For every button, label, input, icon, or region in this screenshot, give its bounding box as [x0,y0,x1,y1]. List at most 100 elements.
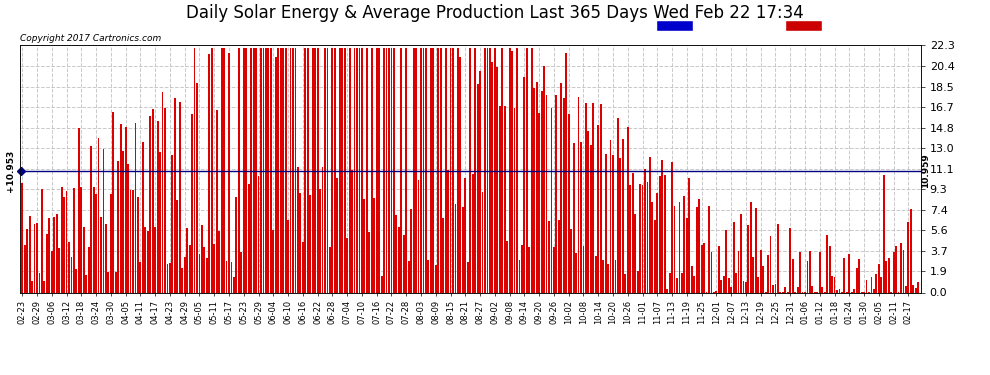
Text: Copyright 2017 Cartronics.com: Copyright 2017 Cartronics.com [20,33,161,42]
Bar [711,252,713,292]
Bar [433,48,435,292]
Bar [358,48,360,292]
Bar [654,220,655,292]
Bar [509,48,511,292]
Bar [858,259,860,292]
Bar [154,227,156,292]
Bar [731,286,732,292]
Bar [454,204,456,292]
Bar [617,118,619,292]
Bar [605,154,607,292]
Bar [777,224,779,292]
Bar [351,170,353,292]
Bar [415,48,417,292]
Bar [910,209,912,292]
Bar [484,48,486,292]
Bar [893,252,895,292]
Bar [568,114,569,292]
Bar [651,202,653,292]
Bar [135,123,137,292]
Bar [745,282,746,292]
Bar [759,251,761,292]
Bar [174,98,176,292]
Bar [752,257,754,292]
Bar [848,254,850,292]
Bar [22,183,23,292]
Bar [516,48,518,292]
Bar [395,215,397,292]
Bar [511,51,513,292]
Bar [747,225,749,292]
Bar [428,260,430,292]
Bar [342,48,344,292]
Bar [575,253,577,292]
Bar [127,164,129,292]
Bar [688,178,690,292]
Bar [376,48,377,292]
Bar [246,48,248,292]
Bar [536,82,538,292]
Text: +10.953: +10.953 [6,150,15,192]
Bar [122,152,124,292]
Bar [539,113,541,292]
Bar [98,138,99,292]
Bar [115,272,117,292]
Bar [137,197,139,292]
Bar [430,48,432,292]
Bar [519,260,521,292]
Bar [644,169,645,292]
Bar [885,261,887,292]
Bar [839,288,841,292]
Bar [275,57,277,292]
Bar [34,224,36,292]
Bar [317,48,319,292]
Bar [738,252,740,292]
Bar [607,264,609,292]
Bar [186,228,188,292]
Bar [184,257,186,292]
Bar [683,196,685,292]
Bar [386,48,387,292]
Bar [194,48,195,292]
Bar [640,184,641,292]
Bar [270,48,272,292]
Bar [169,263,171,292]
Bar [280,48,281,292]
Bar [558,220,559,292]
Bar [880,277,882,292]
Bar [570,230,572,292]
Bar [504,106,506,292]
Bar [462,207,463,292]
Bar [708,206,710,292]
Bar [223,48,225,292]
Bar [425,48,427,292]
Bar [807,261,809,292]
Bar [534,88,536,292]
Bar [418,180,420,292]
Bar [228,53,230,292]
Bar [666,289,668,292]
Bar [832,276,833,292]
Bar [120,123,122,292]
Bar [49,218,50,292]
Bar [388,48,390,292]
Bar [176,200,178,292]
Bar [635,214,637,292]
Bar [726,230,728,292]
Bar [693,276,695,292]
Bar [620,158,622,292]
Bar [888,258,890,292]
Bar [68,242,70,292]
Bar [585,103,587,292]
Bar [521,245,523,292]
Bar [420,48,422,292]
Bar [572,144,574,292]
Bar [142,142,144,292]
Bar [555,94,557,292]
Bar [656,194,658,292]
Bar [671,162,673,292]
Bar [590,145,592,292]
Bar [304,48,306,292]
Bar [348,48,350,292]
Bar [314,48,316,292]
